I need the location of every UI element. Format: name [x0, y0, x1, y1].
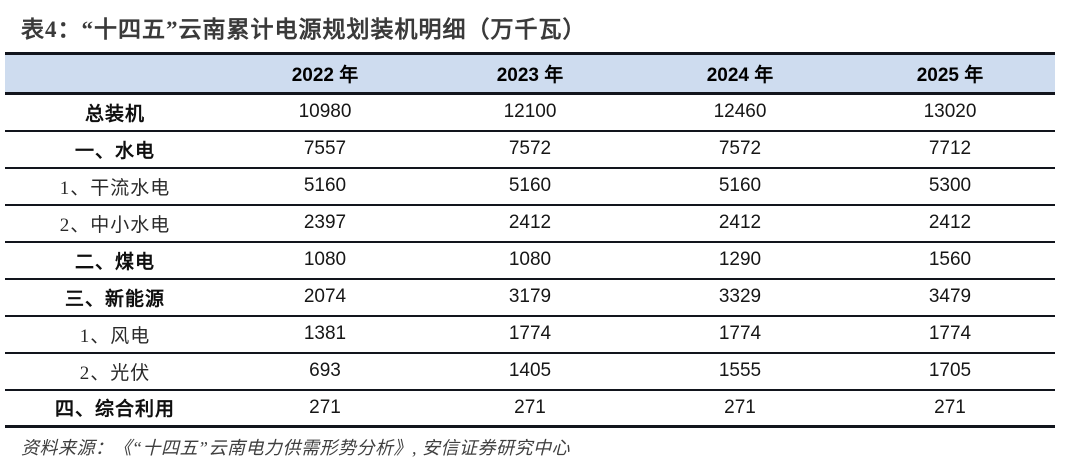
cell-value: 1290: [635, 241, 845, 280]
row-label: 1、干流水电: [5, 167, 225, 206]
cell-value: 1774: [425, 315, 635, 354]
cell-value: 3179: [425, 278, 635, 317]
table-row-solar: 2、光伏 693 1405 1555 1705: [5, 352, 1055, 391]
table-row-comprehensive: 四、综合利用 271 271 271 271: [5, 389, 1055, 428]
table-row-small-hydro: 2、中小水电 2397 2412 2412 2412: [5, 204, 1055, 243]
cell-value: 1080: [225, 241, 425, 280]
cell-value: 12100: [425, 93, 635, 132]
cell-value: 1080: [425, 241, 635, 280]
row-label: 四、综合利用: [5, 389, 225, 428]
cell-value: 5160: [225, 167, 425, 206]
cell-value: 1774: [845, 315, 1055, 354]
table-row-wind: 1、风电 1381 1774 1774 1774: [5, 315, 1055, 354]
cell-value: 7572: [425, 130, 635, 169]
row-label: 一、水电: [5, 130, 225, 169]
table-header: 2022 年 2023 年 2024 年 2025 年: [5, 52, 1055, 95]
cell-value: 5160: [635, 167, 845, 206]
row-label: 三、新能源: [5, 278, 225, 317]
cell-value: 3329: [635, 278, 845, 317]
cell-value: 1774: [635, 315, 845, 354]
cell-value: 3479: [845, 278, 1055, 317]
cell-value: 1555: [635, 352, 845, 391]
cell-value: 271: [225, 389, 425, 428]
cell-value: 7557: [225, 130, 425, 169]
table-row-mainstream-hydro: 1、干流水电 5160 5160 5160 5300: [5, 167, 1055, 206]
table-row-hydro: 一、水电 7557 7572 7572 7712: [5, 130, 1055, 169]
cell-value: 7712: [845, 130, 1055, 169]
row-label: 总装机: [5, 93, 225, 132]
row-label: 2、中小水电: [5, 204, 225, 243]
cell-value: 13020: [845, 93, 1055, 132]
cell-value: 5300: [845, 167, 1055, 206]
header-cell-2023: 2023 年: [425, 52, 635, 95]
cell-value: 693: [225, 352, 425, 391]
cell-value: 2412: [635, 204, 845, 243]
source-note: 资料来源：《“十四五”云南电力供需形势分析》, 安信证券研究中心: [21, 438, 571, 458]
table-row-total: 总装机 10980 12100 12460 13020: [5, 93, 1055, 132]
cell-value: 1381: [225, 315, 425, 354]
cell-value: 5160: [425, 167, 635, 206]
cell-value: 271: [845, 389, 1055, 428]
row-label: 二、煤电: [5, 241, 225, 280]
cell-value: 1560: [845, 241, 1055, 280]
cell-value: 271: [635, 389, 845, 428]
cell-value: 271: [425, 389, 635, 428]
cell-value: 1705: [845, 352, 1055, 391]
cell-value: 2074: [225, 278, 425, 317]
table-title: 表4：“十四五”云南累计电源规划装机明细（万千瓦）: [21, 17, 587, 42]
table-row-coal: 二、煤电 1080 1080 1290 1560: [5, 241, 1055, 280]
header-cell-2022: 2022 年: [225, 52, 425, 95]
header-cell-blank: [5, 52, 225, 95]
cell-value: 12460: [635, 93, 845, 132]
capacity-planning-table: 2022 年 2023 年 2024 年 2025 年 总装机 10980 12…: [5, 52, 1055, 428]
cell-value: 2412: [425, 204, 635, 243]
cell-value: 2397: [225, 204, 425, 243]
table-body: 总装机 10980 12100 12460 13020 一、水电 7557 75…: [5, 93, 1055, 428]
cell-value: 2412: [845, 204, 1055, 243]
header-cell-2024: 2024 年: [635, 52, 845, 95]
table-row-new-energy: 三、新能源 2074 3179 3329 3479: [5, 278, 1055, 317]
header-cell-2025: 2025 年: [845, 52, 1055, 95]
cell-value: 7572: [635, 130, 845, 169]
cell-value: 10980: [225, 93, 425, 132]
row-label: 2、光伏: [5, 352, 225, 391]
cell-value: 1405: [425, 352, 635, 391]
row-label: 1、风电: [5, 315, 225, 354]
header-row: 2022 年 2023 年 2024 年 2025 年: [5, 52, 1055, 95]
